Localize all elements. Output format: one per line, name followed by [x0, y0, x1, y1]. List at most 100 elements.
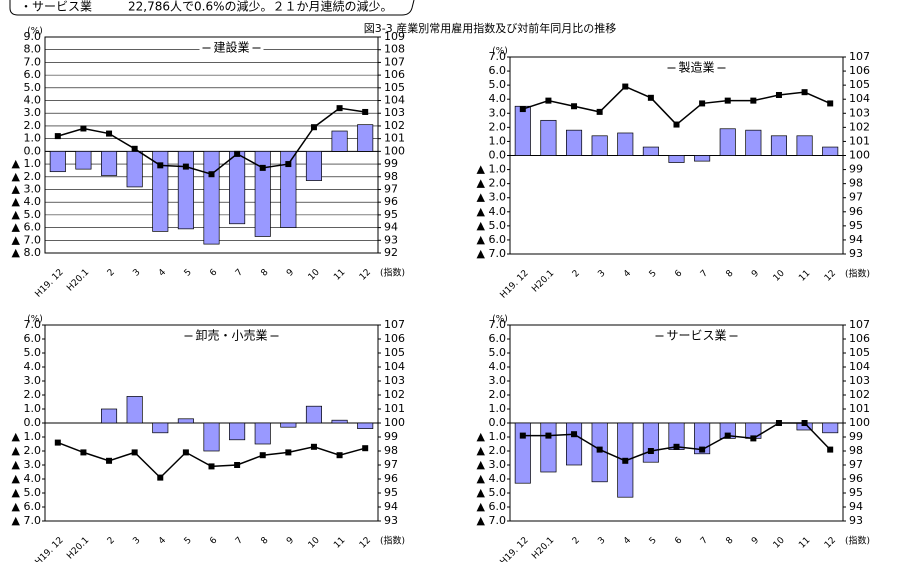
- y-tick-label: 9.0: [24, 30, 42, 43]
- y-tick-label: 1.0: [24, 132, 42, 145]
- y-tick-label: ▲ 5.0: [477, 486, 506, 499]
- y2-tick-label: 95: [849, 219, 863, 232]
- index-marker: [775, 420, 782, 426]
- index-marker: [545, 432, 552, 439]
- bar: [566, 129, 583, 156]
- index-marker: [80, 449, 87, 456]
- y-tick-label: 3.0: [489, 374, 507, 387]
- y-tick-label: ▲ 1.0: [12, 157, 41, 170]
- x-tick-label: H20.1: [65, 535, 91, 561]
- x-tick-label: 6: [673, 268, 684, 279]
- index-marker: [673, 443, 680, 450]
- bar: [331, 130, 348, 152]
- y2-axis-label: (指数): [845, 268, 870, 280]
- x-tick-label: 10: [307, 535, 322, 550]
- bar: [822, 146, 839, 156]
- y2-tick-label: 103: [849, 106, 870, 119]
- y-tick-label: 2.0: [24, 119, 42, 132]
- y2-tick-label: 101: [849, 134, 870, 147]
- x-tick-label: 8: [259, 535, 270, 546]
- y-tick-label: ▲ 6.0: [12, 500, 41, 513]
- bar: [719, 128, 736, 156]
- y-tick-label: ▲ 6.0: [12, 221, 41, 234]
- x-tick-label: 2: [571, 268, 582, 279]
- index-marker: [801, 89, 808, 96]
- chart-title: 建設業: [213, 40, 249, 55]
- y2-tick-label: 94: [384, 221, 398, 234]
- y-tick-label: ▲ 4.0: [12, 472, 41, 485]
- x-tick-label: 6: [208, 535, 219, 546]
- bar: [694, 422, 711, 455]
- index-marker: [131, 449, 138, 456]
- index-marker: [545, 97, 552, 104]
- bar: [745, 129, 762, 156]
- title-bg: [652, 329, 741, 343]
- index-marker: [54, 439, 61, 446]
- bar: [617, 132, 634, 156]
- index-marker: [234, 462, 241, 468]
- index-marker: [131, 145, 138, 152]
- y-tick-label: ▲ 5.0: [12, 208, 41, 221]
- index-marker: [827, 100, 834, 107]
- y-tick-label: 8.0: [24, 43, 42, 56]
- bar: [305, 151, 322, 181]
- bar: [357, 422, 374, 429]
- y2-tick-label: 101: [849, 402, 870, 415]
- x-tick-label: 8: [724, 535, 735, 546]
- y2-tick-label: 98: [384, 444, 398, 457]
- bar: [566, 422, 583, 466]
- y2-tick-label: 107: [849, 318, 870, 331]
- y-tick-label: ▲ 2.0: [12, 444, 41, 457]
- x-tick-label: 9: [750, 268, 761, 279]
- y2-tick-label: 99: [849, 163, 863, 176]
- note-box: [9, 0, 415, 16]
- index-marker: [750, 435, 757, 442]
- y2-tick-label: 100: [849, 149, 870, 162]
- x-tick-label: 5: [183, 267, 194, 278]
- y2-axis-label: (指数): [380, 267, 405, 279]
- title-bg: [181, 329, 282, 343]
- bar: [152, 422, 169, 434]
- y-tick-label: ▲ 6.0: [477, 233, 506, 246]
- y2-tick-label: 98: [384, 170, 398, 183]
- index-marker: [699, 100, 706, 107]
- y2-tick-label: 99: [849, 430, 863, 443]
- index-marker: [106, 457, 113, 464]
- index-marker: [827, 446, 834, 453]
- bar: [540, 422, 557, 473]
- y-tick-label: ▲ 4.0: [477, 472, 506, 485]
- x-tick-label: 6: [208, 267, 219, 278]
- y2-tick-label: 105: [849, 78, 870, 91]
- bar: [796, 135, 813, 156]
- x-tick-label: 11: [797, 268, 812, 283]
- y2-tick-label: 102: [384, 388, 405, 401]
- y2-tick-label: 94: [849, 500, 863, 513]
- index-marker: [801, 420, 808, 426]
- y2-tick-label: 106: [849, 64, 870, 77]
- y2-tick-label: 98: [849, 177, 863, 190]
- index-marker: [336, 452, 343, 459]
- y2-tick-label: 105: [384, 81, 405, 94]
- x-tick-label: 9: [750, 535, 761, 546]
- y-tick-label: ▲ 3.0: [477, 191, 506, 204]
- index-marker: [310, 443, 317, 450]
- index-marker: [208, 463, 215, 470]
- bar: [177, 418, 194, 424]
- x-tick-label: 6: [673, 535, 684, 546]
- y2-tick-label: 94: [384, 500, 398, 513]
- y2-tick-label: 92: [384, 246, 398, 259]
- y2-tick-label: 96: [384, 472, 398, 485]
- x-tick-label: H19. 12: [499, 268, 531, 300]
- bar: [305, 405, 322, 424]
- y2-tick-label: 105: [384, 346, 405, 359]
- x-tick-label: 11: [332, 267, 347, 282]
- y2-tick-label: 97: [384, 458, 398, 471]
- y2-tick-label: 109: [384, 30, 405, 43]
- index-marker: [775, 91, 782, 98]
- y-tick-label: 0.0: [489, 416, 507, 429]
- y2-tick-label: 94: [849, 233, 863, 246]
- y-axis-label: (%): [492, 47, 508, 57]
- y-tick-label: ▲ 3.0: [12, 182, 41, 195]
- y2-tick-label: 106: [849, 332, 870, 345]
- bar: [203, 151, 220, 245]
